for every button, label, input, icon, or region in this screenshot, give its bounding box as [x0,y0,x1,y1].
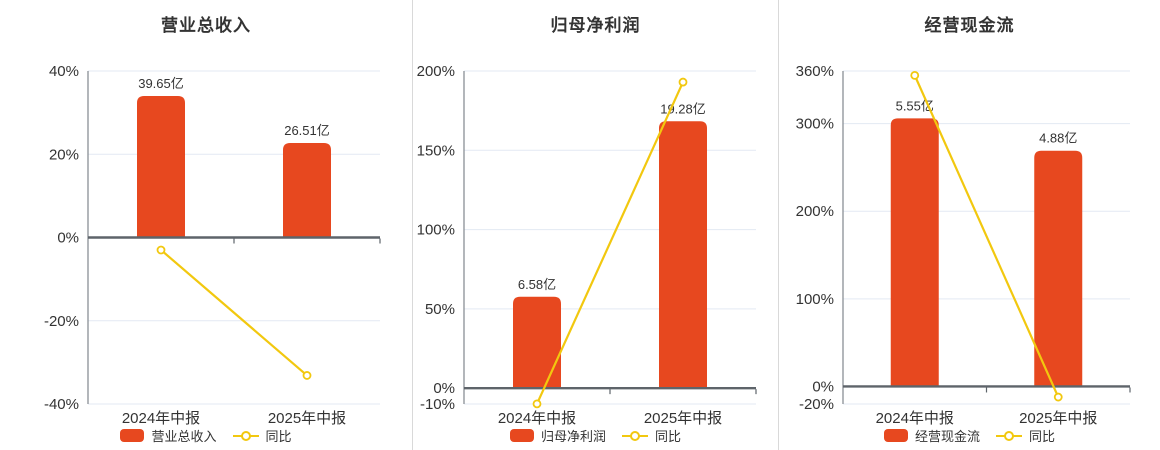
legend-label: 同比 [1029,429,1056,444]
x-category-label: 2024年中报 [122,410,200,427]
chart-panel-operating-cash-flow: 经营现金流 5.55亿 4.88亿 360% 300% 200% 100% 0% -20% 20… [778,0,1160,450]
y-tick-label: 200% [796,203,834,220]
y-tick-label: 200% [417,63,455,80]
y-tick-label: 360% [796,63,834,80]
operating-cash-flow-chart: 5.55亿 4.88亿 360% 300% 200% 100% 0%-20% 2024年中报 2… [796,63,1131,427]
x-category-label: 2025年中报 [1019,410,1097,427]
legend-item-bar[interactable]: 经营现金流 [883,426,980,445]
y-tick-label: 50% [425,301,455,318]
legend-label: 营业总收入 [151,429,217,444]
yoy-line-point-2024年中报 [532,399,542,409]
bar-value-label: 5.55亿 [896,98,934,113]
yoy-line [160,249,308,377]
revenue-chart: 39.65亿 26.51亿 40% 20% 0% -20% -40% 2024年中报 2025年… [44,63,381,427]
bar-swatch-icon [509,429,534,442]
bar-value-label: 6.58亿 [518,277,556,292]
legend: 归母净利润 同比 [413,426,778,445]
yoy-line [913,74,1060,398]
y-tick-label: -40% [44,396,79,413]
yoy-line-point-2024年中报 [910,70,920,80]
y-tick-label: 300% [796,116,834,133]
yoy-line-point-2025年中报 [1053,392,1063,402]
y-tick-label: 0% [433,380,455,397]
y-tick-label: -10% [420,396,455,413]
x-category-label: 2024年中报 [498,410,576,427]
bar-value-label: 26.51亿 [284,123,330,138]
legend-item-line[interactable]: 同比 [996,426,1055,445]
y-tick-label: 100% [796,291,834,308]
legend-item-line[interactable]: 同比 [232,426,292,445]
line-marker-icon [622,430,648,441]
bar-2024年中报 [137,95,185,238]
bar-2025年中报 [1034,150,1083,387]
bar-2025年中报 [283,143,331,238]
y-tick-label: -20% [799,396,834,413]
bar-swatch-icon [120,429,145,442]
y-tick-label: 20% [49,146,79,163]
chart-title: 营业总收入 [161,16,251,35]
yoy-line [535,81,685,405]
y-tick-label: -20% [44,313,79,330]
x-category-label: 2025年中报 [268,410,346,427]
legend-item-bar[interactable]: 营业总收入 [120,426,217,445]
chart-panel-revenue: 营业总收入 39.65亿 26.51亿 40% 20% 0% -20% -40% 2024年中… [0,0,412,450]
bar-value-label: 19.28亿 [660,101,706,116]
legend: 经营现金流 同比 [779,426,1160,445]
y-tick-label: 100% [417,222,455,239]
legend-label: 经营现金流 [914,429,980,444]
legend-item-line[interactable]: 同比 [622,426,681,445]
y-tick-label: 0% [812,378,834,395]
bar-value-label: 4.88亿 [1039,131,1077,146]
line-marker-icon [996,430,1022,441]
yoy-line-point-2025年中报 [678,77,688,87]
y-tick-label: 40% [49,63,79,80]
chart-panel-net-profit: 归母净利润 6.58亿 19.28亿 200% 150% 100% 50% 0% -10% 20… [412,0,778,450]
legend: 营业总收入 同比 [0,426,412,445]
legend-label: 同比 [265,429,292,444]
net-profit-chart: 6.58亿 19.28亿 200% 150% 100% 50% 0%-10% 2024年中报 2… [417,63,757,427]
chart-title: 归母净利润 [550,16,641,35]
line-marker-icon [232,430,259,441]
bar-swatch-icon [883,429,908,442]
bar-value-label: 39.65亿 [138,76,184,91]
x-category-label: 2025年中报 [644,410,722,427]
y-tick-label: 150% [417,142,455,159]
legend-label: 归母净利润 [540,429,606,444]
bar-2024年中报 [513,296,561,389]
yoy-line-point-2024年中报 [156,245,166,255]
x-category-label: 2024年中报 [876,410,954,427]
y-tick-label: 0% [57,230,79,247]
legend-item-bar[interactable]: 归母净利润 [509,426,606,445]
bar-2024年中报 [890,118,939,387]
yoy-line-point-2025年中报 [302,371,312,380]
chart-title: 经营现金流 [924,16,1015,35]
bar-2025年中报 [659,121,707,389]
legend-label: 同比 [655,429,682,444]
